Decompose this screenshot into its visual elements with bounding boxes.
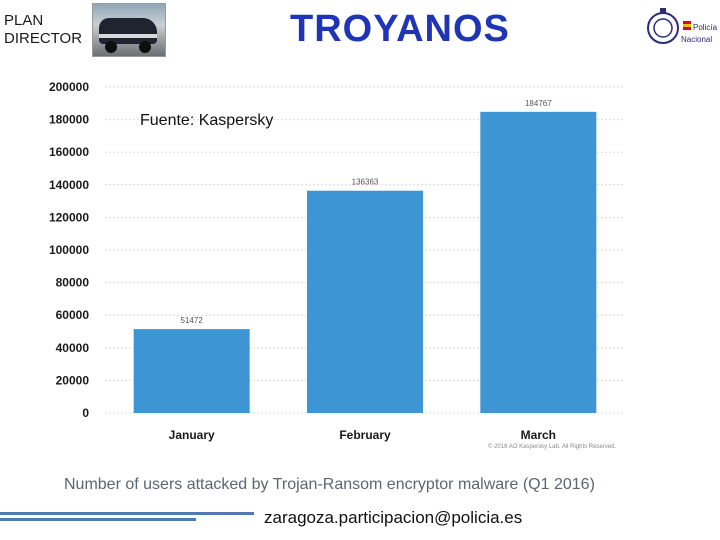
x-tick-label: February xyxy=(339,428,391,442)
x-tick-label: January xyxy=(169,428,215,442)
page-title: TROYANOS xyxy=(290,8,510,50)
y-tick-label: 0 xyxy=(82,406,89,420)
y-tick-label: 80000 xyxy=(56,276,90,290)
footer-email: zaragoza.participacion@policia.es xyxy=(264,508,523,527)
x-tick-label: March xyxy=(521,428,556,442)
source-note: Fuente: Kaspersky xyxy=(140,112,274,129)
y-tick-label: 140000 xyxy=(49,178,89,192)
bar-february xyxy=(307,190,423,413)
y-tick-label: 60000 xyxy=(56,308,90,322)
data-label: 51472 xyxy=(181,316,204,325)
bar-chart: 0 20000 40000 60000 80000 100000 120000 140000 1… xyxy=(49,80,625,442)
logo-text-policia: Policía xyxy=(693,23,717,32)
copyright-note: © 2016 AO Kaspersky Lab. All Rights Rese… xyxy=(488,444,617,450)
data-label: 184767 xyxy=(525,99,552,108)
footer-rule xyxy=(0,512,254,515)
footer-rule-secondary xyxy=(0,518,196,521)
y-tick-label: 200000 xyxy=(49,80,89,94)
y-tick-label: 100000 xyxy=(49,243,89,257)
bar-march xyxy=(480,111,597,414)
y-tick-label: 160000 xyxy=(49,145,89,159)
y-tick-label: 40000 xyxy=(56,341,90,355)
plan-director-label: PLAN DIRECTOR xyxy=(4,12,83,47)
y-tick-label: 20000 xyxy=(56,373,90,387)
police-car-image xyxy=(92,3,166,57)
chart-caption: Number of users attacked by Trojan-Ranso… xyxy=(64,476,595,493)
y-tick-label: 180000 xyxy=(49,113,89,127)
policia-nacional-logo: Policía Nacional xyxy=(647,8,717,44)
bar-january xyxy=(133,329,250,413)
y-tick-label: 120000 xyxy=(49,210,89,224)
data-label: 136363 xyxy=(352,178,379,187)
logo-text-nacional: Nacional xyxy=(681,35,712,44)
